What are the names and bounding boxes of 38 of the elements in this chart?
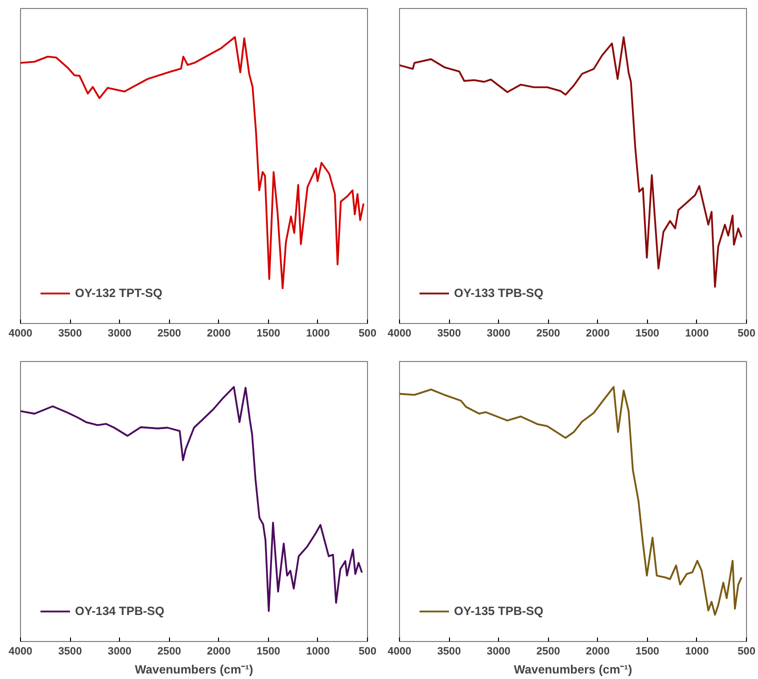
x-tick-label: 1500 xyxy=(256,328,280,340)
legend-label: OY-132 TPT-SQ xyxy=(75,286,162,300)
x-tick-label: 1500 xyxy=(636,646,660,658)
x-tick-label: 1000 xyxy=(306,646,330,658)
x-tick-label: 3500 xyxy=(58,328,82,340)
x-tick-label: 3000 xyxy=(486,328,511,340)
x-tick-label: 3000 xyxy=(486,646,511,658)
x-tick-label: 2500 xyxy=(536,328,560,340)
x-tick-label: 1000 xyxy=(685,328,709,340)
x-tick-label: 3500 xyxy=(437,328,461,340)
x-tick-label: 1000 xyxy=(306,328,330,340)
x-tick-label: 2500 xyxy=(157,646,182,658)
x-tick-label: 3000 xyxy=(108,328,132,340)
x-tick-label: 3000 xyxy=(108,646,132,658)
x-axis-title: Wavenumbers (cm⁻¹) xyxy=(514,662,632,676)
x-tick-label: 4000 xyxy=(388,328,412,340)
x-tick-label: 4000 xyxy=(8,328,32,340)
x-tick-label: 1000 xyxy=(685,646,709,658)
x-axis-title: Wavenumbers (cm⁻¹) xyxy=(134,662,254,676)
x-tick-label: 1500 xyxy=(636,328,660,340)
x-tick-label: 1500 xyxy=(256,646,280,658)
legend-label: OY-134 TPB-SQ xyxy=(75,604,164,618)
x-tick-label: 2000 xyxy=(206,646,231,658)
x-tick-label: 2500 xyxy=(536,646,560,658)
x-tick-label: 2500 xyxy=(157,328,182,340)
x-tick-label: 500 xyxy=(738,646,756,658)
x-tick-label: 2000 xyxy=(586,328,610,340)
x-tick-label: 3500 xyxy=(58,646,82,658)
x-tick-label: 4000 xyxy=(388,646,412,658)
x-tick-label: 2000 xyxy=(206,328,231,340)
x-tick-label: 2000 xyxy=(586,646,610,658)
x-tick-label: 500 xyxy=(358,646,376,658)
x-tick-label: 500 xyxy=(358,328,376,340)
x-tick-label: 500 xyxy=(738,328,756,340)
legend-label: OY-133 TPB-SQ xyxy=(454,286,544,300)
x-tick-label: 4000 xyxy=(8,646,32,658)
legend-label: OY-135 TPB-SQ xyxy=(454,604,544,618)
x-tick-label: 3500 xyxy=(437,646,461,658)
